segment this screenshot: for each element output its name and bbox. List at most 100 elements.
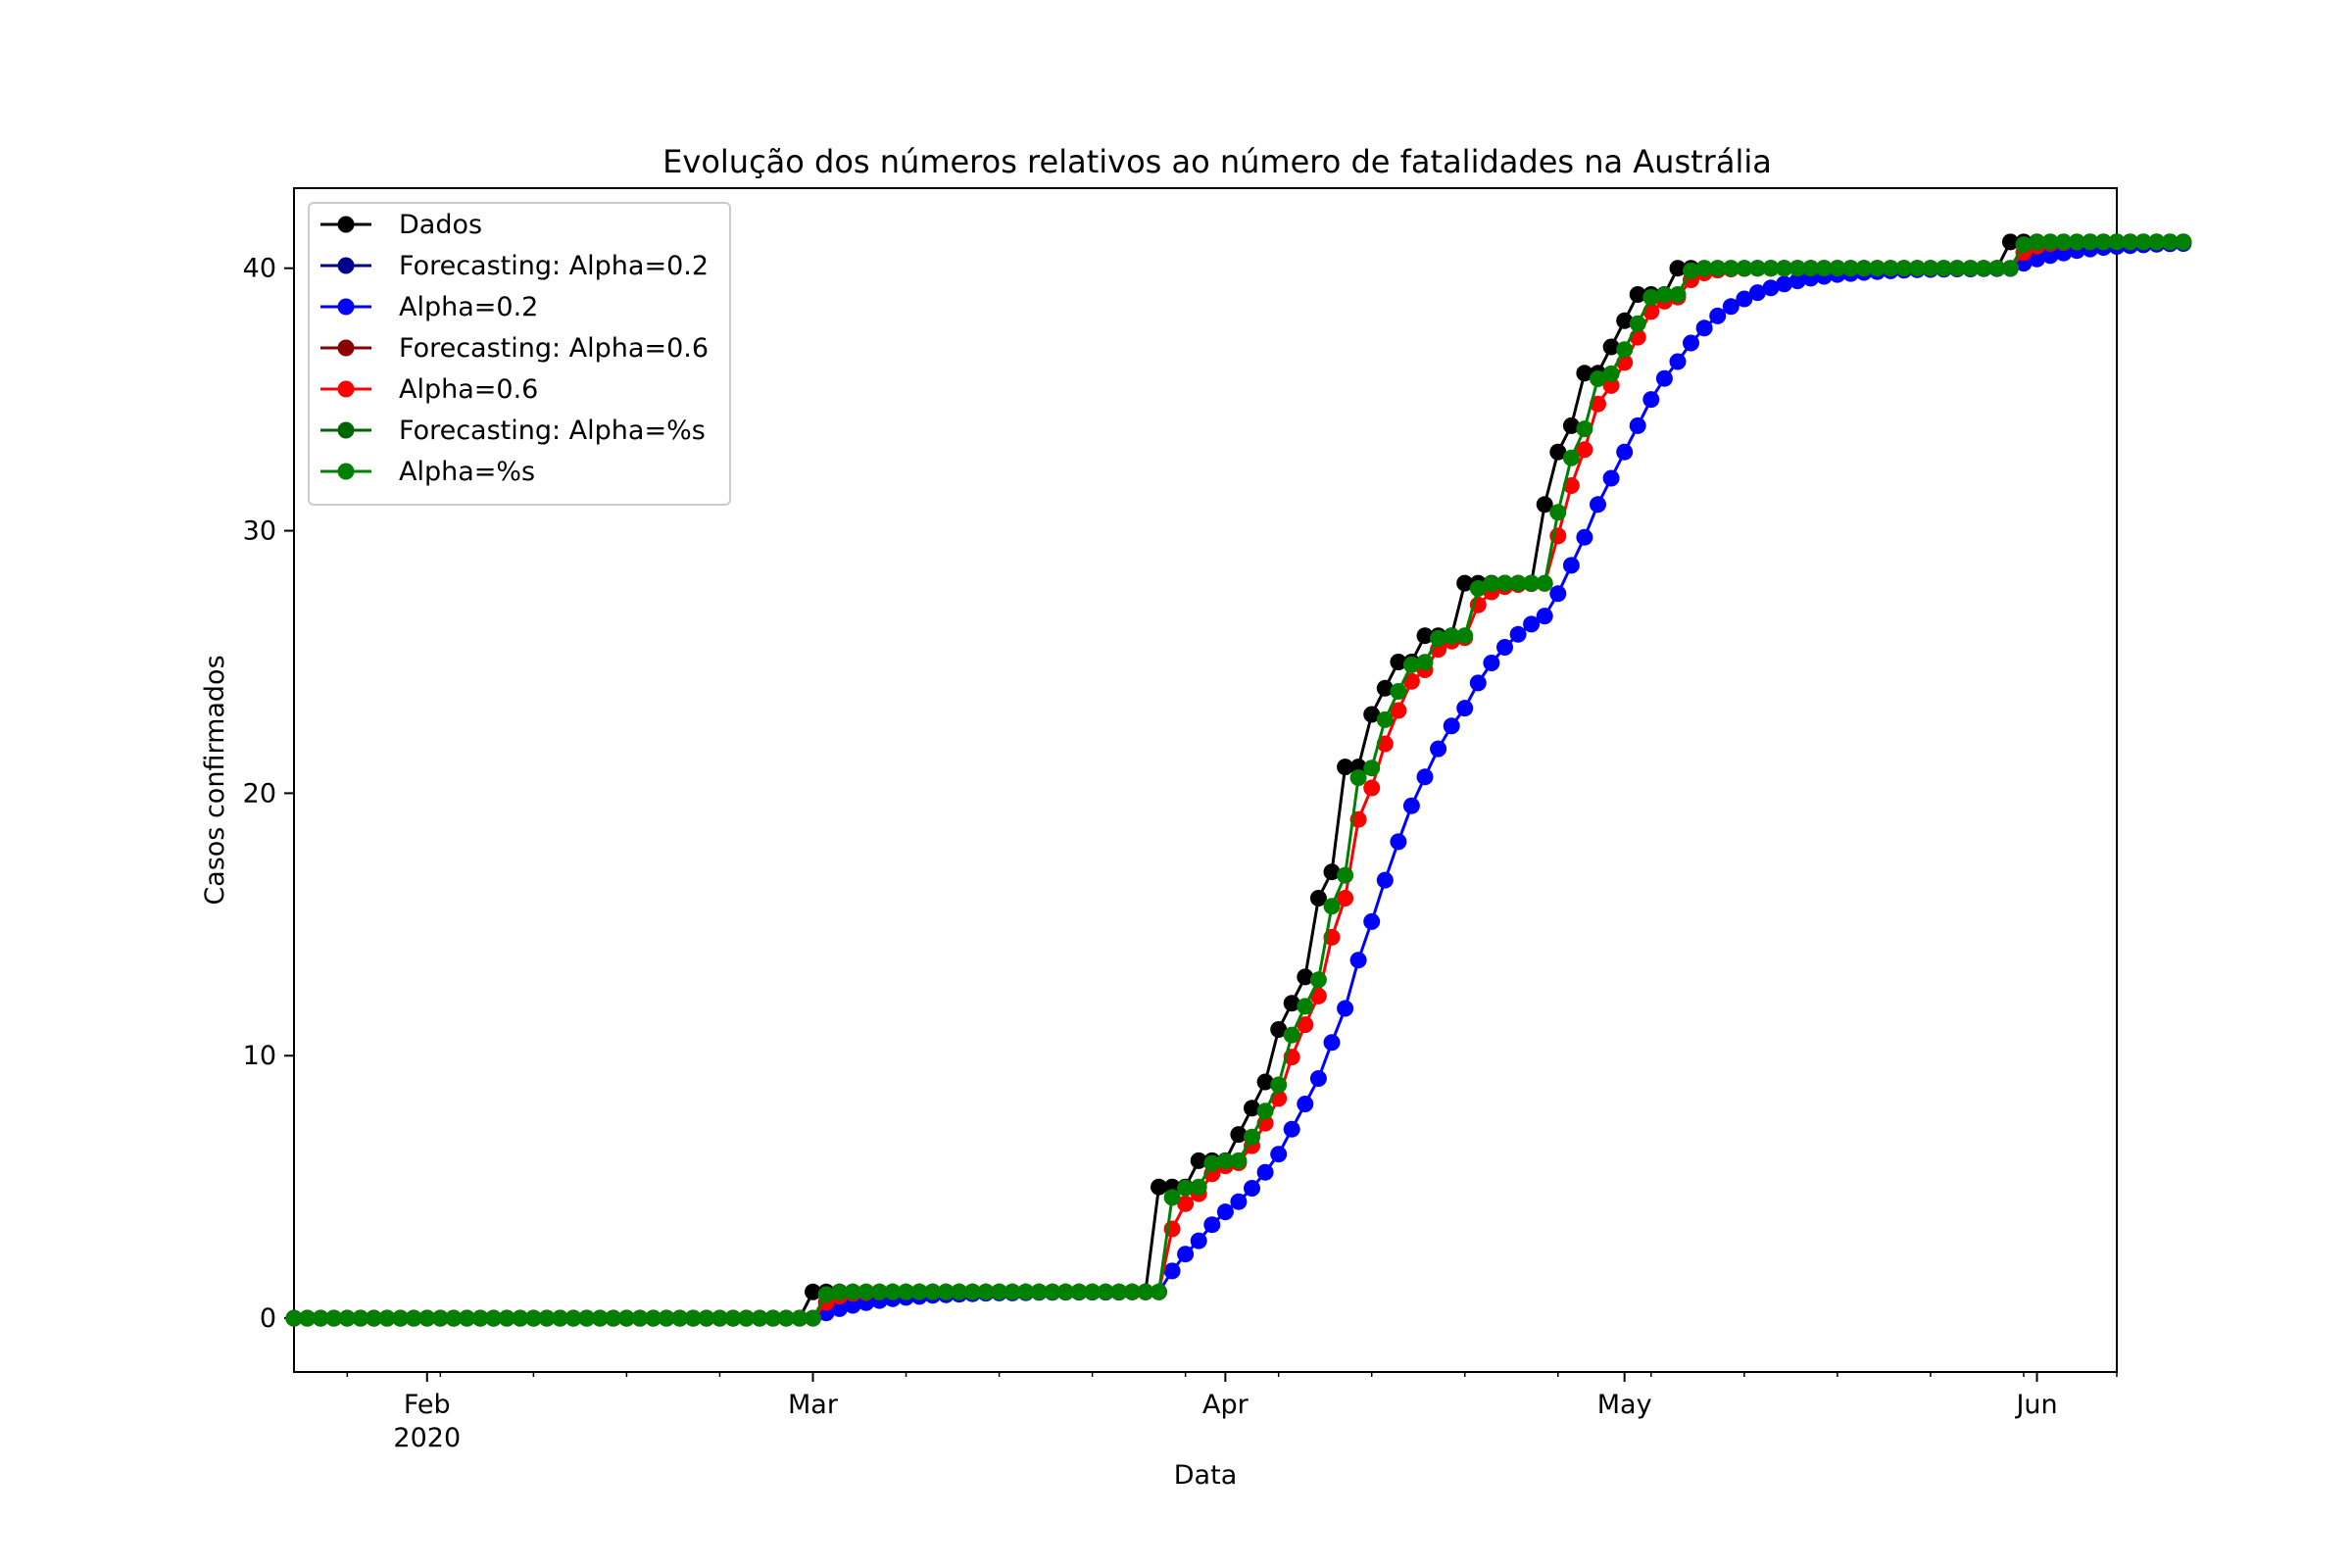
data-point — [1683, 262, 1699, 279]
data-point — [1496, 639, 1513, 656]
data-point — [1895, 260, 1913, 277]
data-point — [2148, 233, 2166, 251]
legend-marker — [337, 463, 355, 480]
data-point — [1376, 871, 1394, 889]
data-point — [1297, 1096, 1314, 1112]
data-point — [1376, 710, 1394, 728]
data-point — [1788, 272, 1806, 290]
data-point — [2175, 233, 2192, 251]
legend-label: Forecasting: Alpha=%s — [399, 416, 706, 446]
data-point — [1736, 260, 1753, 277]
data-point — [1337, 866, 1354, 884]
data-point — [1337, 1000, 1354, 1017]
data-point — [1056, 1283, 1074, 1300]
data-point — [352, 1309, 369, 1327]
data-point — [1748, 284, 1766, 302]
data-point — [698, 1309, 715, 1327]
data-point — [1962, 260, 1980, 277]
y-tick-label: 0 — [260, 1303, 276, 1334]
data-point — [1788, 260, 1806, 277]
data-point — [338, 1309, 356, 1327]
data-point — [1562, 477, 1580, 494]
data-point — [844, 1297, 861, 1314]
data-point — [1616, 341, 1634, 359]
data-point — [1762, 260, 1780, 277]
legend-marker — [337, 216, 355, 233]
data-point — [805, 1283, 821, 1300]
data-point — [1748, 260, 1766, 277]
data-point — [1602, 469, 1620, 487]
data-point — [1590, 496, 1606, 514]
data-point — [1363, 912, 1381, 930]
data-point — [1349, 769, 1367, 787]
data-point — [1123, 1283, 1141, 1300]
data-point — [1004, 1283, 1021, 1300]
data-point — [1616, 443, 1634, 461]
data-point — [645, 1309, 662, 1327]
data-point — [445, 1309, 463, 1327]
data-point — [1509, 625, 1527, 643]
data-point — [1416, 654, 1434, 671]
data-point — [459, 1309, 475, 1327]
data-point — [1270, 1076, 1288, 1094]
data-point — [485, 1309, 503, 1327]
data-point — [1695, 260, 1713, 277]
data-point — [1629, 416, 1646, 434]
y-tick-label: 30 — [243, 516, 276, 547]
data-point — [325, 1309, 343, 1327]
data-point — [1669, 353, 1687, 370]
data-point — [1642, 288, 1660, 306]
data-point — [1908, 260, 1926, 277]
data-point — [1669, 260, 1687, 277]
data-point — [552, 1309, 568, 1327]
data-point — [1203, 1216, 1221, 1234]
data-point — [1402, 656, 1420, 673]
data-point — [1390, 702, 1407, 719]
legend: Dados Forecasting: Alpha=0.2 Alpha=0.2 Fore… — [308, 202, 731, 506]
data-point — [538, 1309, 556, 1327]
data-point — [498, 1309, 515, 1327]
data-point — [1443, 627, 1460, 645]
data-point — [1363, 760, 1381, 777]
data-point — [1163, 1262, 1181, 1280]
data-point — [1297, 968, 1314, 986]
data-point — [2108, 233, 2126, 251]
data-point — [1244, 1180, 1260, 1197]
legend-item: Forecasting: Alpha=0.2 — [320, 251, 709, 281]
data-point — [431, 1309, 449, 1327]
data-point — [1297, 998, 1314, 1015]
data-point — [2001, 233, 2019, 251]
y-axis-ticks: 0 10 20 30 40 — [243, 254, 294, 1334]
legend-marker — [337, 339, 355, 357]
data-point — [1695, 319, 1713, 337]
data-point — [1070, 1283, 1088, 1300]
data-point — [392, 1309, 410, 1327]
data-point — [1390, 833, 1407, 851]
data-point — [2094, 233, 2112, 251]
data-point — [1256, 1102, 1274, 1120]
data-point — [844, 1283, 861, 1300]
data-point — [1576, 528, 1593, 546]
legend-marker — [337, 421, 355, 439]
data-point — [1842, 260, 1859, 277]
data-point — [285, 1309, 303, 1327]
data-point — [1244, 1100, 1260, 1117]
data-point — [910, 1283, 928, 1300]
series-layer — [285, 233, 2192, 1327]
legend-item: Alpha=%s — [320, 457, 535, 487]
data-point — [2055, 233, 2073, 251]
legend-marker — [337, 380, 355, 398]
data-point — [1562, 449, 1580, 466]
data-point — [2068, 233, 2085, 251]
legend-label: Dados — [399, 210, 482, 240]
data-point — [1602, 338, 1620, 356]
data-point — [1616, 312, 1634, 329]
data-point — [831, 1299, 849, 1317]
data-point — [1815, 260, 1833, 277]
data-point — [1590, 370, 1606, 387]
data-point — [1855, 260, 1873, 277]
data-point — [711, 1309, 728, 1327]
data-point — [1309, 890, 1327, 906]
data-point — [1349, 952, 1367, 969]
data-point — [1469, 674, 1487, 692]
